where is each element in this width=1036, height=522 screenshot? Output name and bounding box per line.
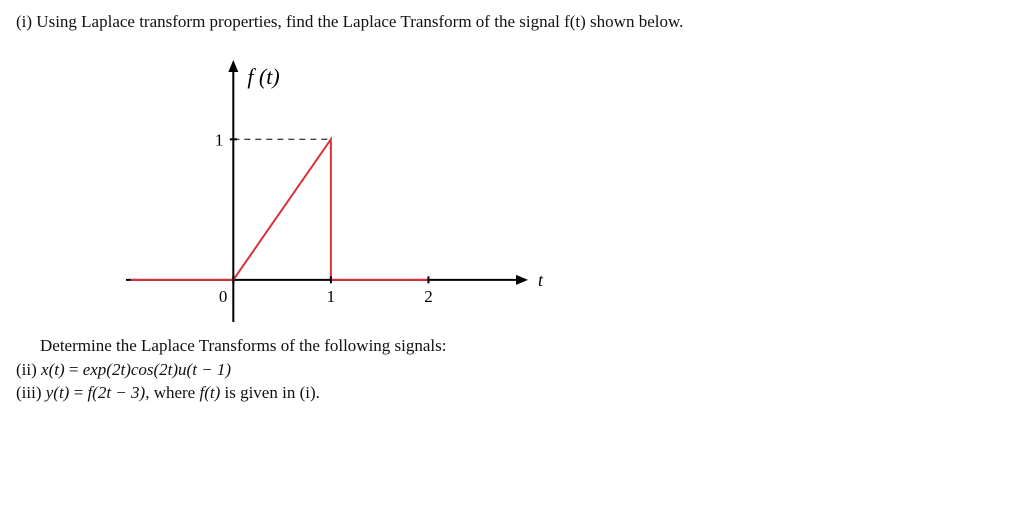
question-i: (i) Using Laplace transform properties, … xyxy=(16,10,1020,34)
svg-text:f (t): f (t) xyxy=(247,64,279,89)
part-label-ii: (ii) xyxy=(16,360,37,379)
question-ii: (ii) x(t) = exp(2t)cos(2t)u(t − 1) xyxy=(16,358,1020,382)
rhs-iii-d: is given in (i). xyxy=(220,383,320,402)
part-label-iii: (iii) xyxy=(16,383,42,402)
question-iii: (iii) y(t) = f(2t − 3), where f(t) is gi… xyxy=(16,381,1020,405)
part-label-i: (i) xyxy=(16,12,32,31)
signal-chart: 0121f (t)t xyxy=(126,62,526,322)
rhs-iii-b: , where xyxy=(145,383,199,402)
rhs-ii: exp(2t)cos(2t)u(t − 1) xyxy=(83,360,231,379)
rhs-iii-c: f(t) xyxy=(199,383,220,402)
eq-ii: = xyxy=(69,360,83,379)
part-text-i: Using Laplace transform properties, find… xyxy=(36,12,683,31)
svg-text:0: 0 xyxy=(219,287,228,306)
svg-text:1: 1 xyxy=(327,287,336,306)
svg-text:2: 2 xyxy=(424,287,433,306)
eq-iii: = xyxy=(74,383,88,402)
rhs-iii-a: f(2t − 3) xyxy=(87,383,145,402)
lhs-ii: x(t) xyxy=(41,360,65,379)
lhs-iii: y(t) xyxy=(46,383,70,402)
prompt-secondary: Determine the Laplace Transforms of the … xyxy=(40,334,1020,358)
svg-text:t: t xyxy=(538,270,544,290)
svg-text:1: 1 xyxy=(215,130,224,149)
